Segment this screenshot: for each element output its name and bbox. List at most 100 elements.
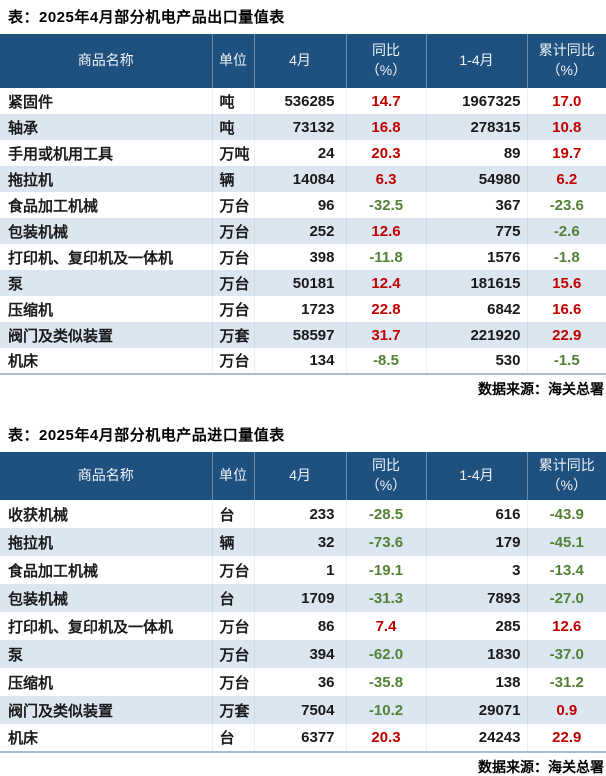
april-value-cell: 252 xyxy=(253,218,346,244)
jan-apr-value-cell: 221920 xyxy=(425,322,527,348)
table-row: 压缩机 万台 36 -35.8 138 -31.2 xyxy=(0,668,606,696)
unit-cell: 万套 xyxy=(211,696,254,724)
product-name-cell: 拖拉机 xyxy=(8,171,54,189)
unit-cell: 万台 xyxy=(211,668,254,696)
table-row: 包装机械 台 1709 -31.3 7893 -27.0 xyxy=(0,584,606,612)
yoy-percent-cell: 6.3 xyxy=(345,166,426,192)
product-name-cell: 泵 xyxy=(8,646,24,664)
product-name-cell: 手用或机用工具 xyxy=(8,145,114,163)
april-value-cell: 1 xyxy=(253,556,346,584)
header-row: 商品名称 单位 4月 同比 （%） 1-4月 累计同比 （%） xyxy=(0,452,606,500)
cumulative-yoy-percent-cell: -2.6 xyxy=(526,218,606,244)
jan-apr-value-cell: 530 xyxy=(425,348,527,374)
import-table: 商品名称 单位 4月 同比 （%） 1-4月 累计同比 （%） 收获机械台 233… xyxy=(0,452,606,753)
april-value-cell: 32 xyxy=(253,528,346,556)
table-row: 拖拉机 辆 14084 6.3 54980 6.2 xyxy=(0,166,606,192)
april-value-cell: 233 xyxy=(253,500,346,528)
jan-apr-value-cell: 89 xyxy=(425,140,527,166)
yoy-percent-cell: -11.8 xyxy=(345,244,426,270)
yoy-percent-cell: -10.2 xyxy=(345,696,426,724)
unit-cell: 万台 xyxy=(211,192,254,218)
april-value-cell: 1723 xyxy=(253,296,346,322)
jan-apr-value-cell: 6842 xyxy=(425,296,527,322)
april-value-cell: 50181 xyxy=(253,270,346,296)
header-row: 商品名称 单位 4月 同比 （%） 1-4月 累计同比 （%） xyxy=(0,34,606,88)
unit-cell: 万台 xyxy=(211,270,254,296)
table-row: 包装机械 万台 252 12.6 775 -2.6 xyxy=(0,218,606,244)
april-value-cell: 14084 xyxy=(253,166,346,192)
table-row: 轴承 吨 73132 16.8 278315 10.8 xyxy=(0,114,606,140)
unit-cell: 万台 xyxy=(211,218,254,244)
product-name-cell: 机床 xyxy=(8,730,39,747)
yoy-percent-cell: 14.7 xyxy=(345,88,426,114)
product-name-cell: 阀门及类似装置 xyxy=(8,327,114,345)
april-value-cell: 398 xyxy=(253,244,346,270)
cumulative-yoy-percent-cell: 22.9 xyxy=(526,322,606,348)
table-row: 手用或机用工具 万吨 24 20.3 89 19.7 xyxy=(0,140,606,166)
april-value-cell: 7504 xyxy=(253,696,346,724)
yoy-percent-cell: -73.6 xyxy=(345,528,426,556)
jan-apr-value-cell: 285 xyxy=(425,612,527,640)
header-cumulative-yoy-percent: 累计同比 （%） xyxy=(526,34,606,88)
jan-apr-value-cell: 29071 xyxy=(425,696,527,724)
export-table-header: 商品名称 单位 4月 同比 （%） 1-4月 累计同比 （%） xyxy=(0,34,606,88)
unit-cell: 吨 xyxy=(211,114,254,140)
yoy-percent-cell: -32.5 xyxy=(345,192,426,218)
cumulative-yoy-percent-cell: -1.5 xyxy=(526,348,606,374)
product-name-cell: 机床 xyxy=(8,353,39,370)
table-row: 食品加工机械 万台 96 -32.5 367 -23.6 xyxy=(0,192,606,218)
table-row: 机床 万台 134 -8.5 530 -1.5 xyxy=(0,348,606,374)
cumulative-yoy-percent-cell: -31.2 xyxy=(526,668,606,696)
yoy-percent-cell: -8.5 xyxy=(345,348,426,374)
jan-apr-value-cell: 3 xyxy=(425,556,527,584)
product-name-cell: 压缩机 xyxy=(8,674,54,692)
header-unit: 单位 xyxy=(211,34,254,88)
product-name-cell: 食品加工机械 xyxy=(8,562,99,580)
export-table-section: 表：2025年4月部分机电产品出口量值表 商品名称 单位 4月 同比 （%） 1… xyxy=(0,9,606,397)
yoy-percent-cell: -28.5 xyxy=(345,500,426,528)
import-table-body: 收获机械台 233 -28.5 616 -43.9 拖拉机辆 32 -73.6 179 -45.1… xyxy=(0,500,606,752)
table-row: 阀门及类似装置 万套 58597 31.7 221920 22.9 xyxy=(0,322,606,348)
header-product-name: 商品名称 xyxy=(0,452,212,500)
cumulative-yoy-percent-cell: 12.6 xyxy=(526,612,606,640)
import-table-header: 商品名称 单位 4月 同比 （%） 1-4月 累计同比 （%） xyxy=(0,452,606,500)
cumulative-yoy-percent-cell: -45.1 xyxy=(526,528,606,556)
export-data-source-note: 数据来源：海关总署 xyxy=(478,381,604,397)
table-row: 紧固件 吨 536285 14.7 1967325 17.0 xyxy=(0,88,606,114)
april-value-cell: 6377 xyxy=(253,724,346,752)
april-value-cell: 394 xyxy=(253,640,346,668)
table-row: 泵 万台 50181 12.4 181615 15.6 xyxy=(0,270,606,296)
april-value-cell: 24 xyxy=(253,140,346,166)
cumulative-yoy-percent-cell: 17.0 xyxy=(526,88,606,114)
unit-cell: 万台 xyxy=(211,640,254,668)
jan-apr-value-cell: 775 xyxy=(425,218,527,244)
jan-apr-value-cell: 54980 xyxy=(425,166,527,192)
table-row: 食品加工机械 万台 1 -19.1 3 -13.4 xyxy=(0,556,606,584)
table-row: 压缩机 万台 1723 22.8 6842 16.6 xyxy=(0,296,606,322)
jan-apr-value-cell: 278315 xyxy=(425,114,527,140)
unit-cell: 万套 xyxy=(211,322,254,348)
jan-apr-value-cell: 24243 xyxy=(425,724,527,752)
product-name-cell: 包装机械 xyxy=(8,590,69,608)
cumulative-yoy-percent-cell: -43.9 xyxy=(526,500,606,528)
cumulative-yoy-percent-cell: -37.0 xyxy=(526,640,606,668)
cumulative-yoy-percent-cell: 0.9 xyxy=(526,696,606,724)
april-value-cell: 134 xyxy=(253,348,346,374)
product-name-cell: 阀门及类似装置 xyxy=(8,702,114,720)
import-table-section: 表：2025年4月部分机电产品进口量值表 商品名称 单位 4月 同比 （%） 1… xyxy=(0,418,606,776)
april-value-cell: 86 xyxy=(253,612,346,640)
product-name-cell: 打印机、复印机及一体机 xyxy=(8,618,174,636)
table-row: 打印机、复印机及一体机 万台 86 7.4 285 12.6 xyxy=(0,612,606,640)
unit-cell: 万台 xyxy=(211,348,254,374)
cumulative-yoy-percent-cell: 19.7 xyxy=(526,140,606,166)
header-cumulative-yoy-percent: 累计同比 （%） xyxy=(526,452,606,500)
yoy-percent-cell: 12.4 xyxy=(345,270,426,296)
april-value-cell: 536285 xyxy=(253,88,346,114)
jan-apr-value-cell: 7893 xyxy=(425,584,527,612)
import-table-title: 表：2025年4月部分机电产品进口量值表 xyxy=(8,427,285,444)
jan-apr-value-cell: 179 xyxy=(425,528,527,556)
header-april: 4月 xyxy=(253,452,346,500)
yoy-percent-cell: 12.6 xyxy=(345,218,426,244)
april-value-cell: 1709 xyxy=(253,584,346,612)
unit-cell: 台 xyxy=(211,584,254,612)
